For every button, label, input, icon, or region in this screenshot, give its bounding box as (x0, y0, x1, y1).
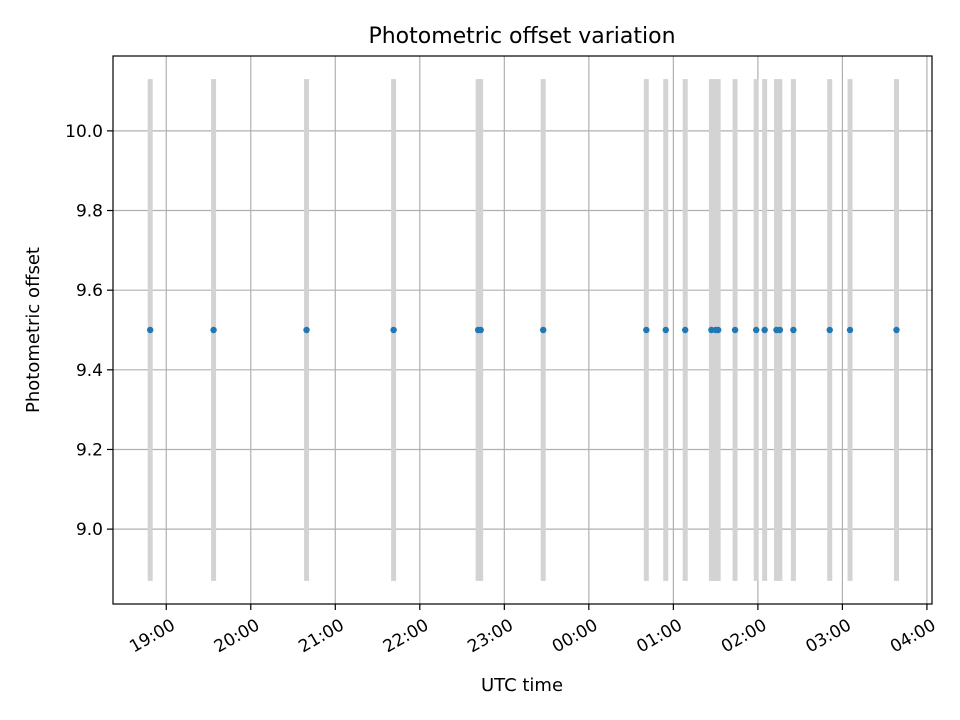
data-point (731, 326, 739, 334)
data-point (826, 326, 833, 334)
chart-title: Photometric offset variation (368, 24, 675, 49)
data-point (477, 326, 484, 334)
y-axis-label: Photometric offset (23, 247, 44, 413)
y-tick-label: 9.6 (76, 281, 103, 301)
y-tick-label: 9.4 (76, 361, 103, 381)
plot-frame (112, 55, 933, 605)
data-point (714, 326, 722, 334)
data-point (210, 326, 217, 334)
y-tick-label: 10.0 (65, 122, 103, 142)
y-tick-label: 9.2 (76, 440, 103, 460)
data-points (146, 326, 900, 334)
data-point (761, 326, 768, 334)
data-point (776, 326, 784, 334)
y-tick-label: 9.8 (76, 202, 103, 222)
data-point (846, 326, 854, 334)
data-point (303, 326, 310, 334)
y-tick-label: 9.0 (76, 520, 103, 540)
data-point (893, 326, 900, 334)
data-point (662, 326, 669, 334)
data-point (682, 326, 689, 334)
data-point (643, 326, 650, 334)
x-axis-label: UTC time (481, 675, 563, 696)
data-point (390, 326, 397, 334)
data-point (540, 326, 547, 334)
data-point (790, 326, 797, 334)
data-point (752, 326, 760, 334)
data-point (146, 326, 154, 334)
